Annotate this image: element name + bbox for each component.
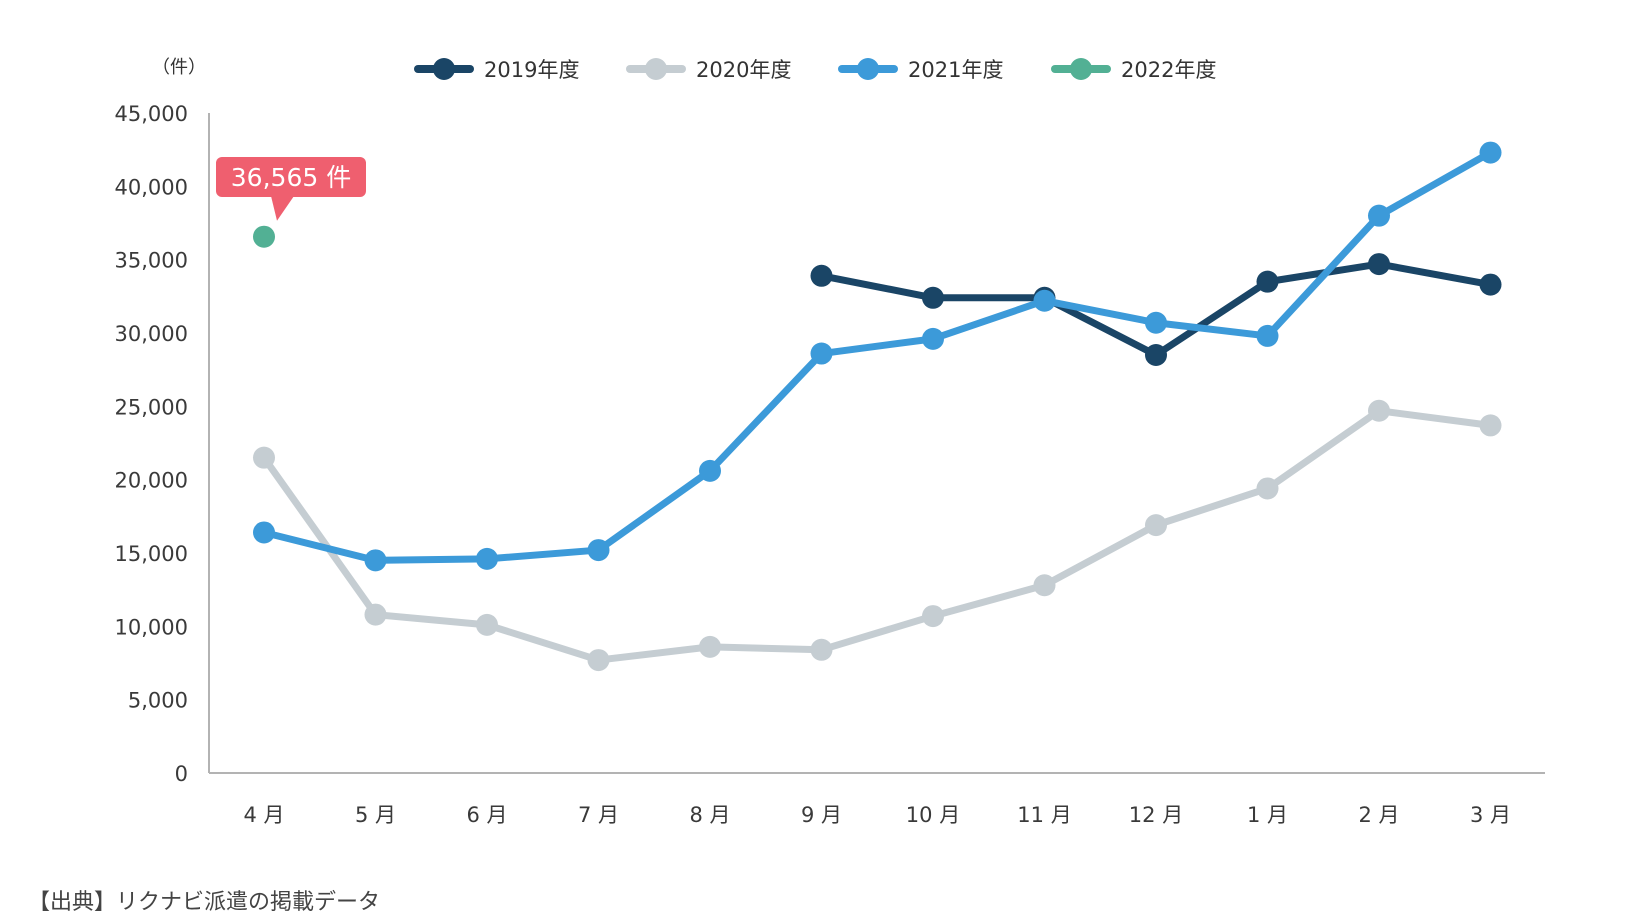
- legend-label: 2021年度: [908, 58, 1003, 82]
- x-tick-label: 11 月: [1017, 803, 1071, 827]
- data-point: [253, 446, 275, 469]
- data-point: [699, 459, 721, 482]
- data-point: [1368, 253, 1390, 276]
- data-point: [1256, 477, 1279, 500]
- series-line: [260, 149, 1494, 564]
- data-point: [1256, 324, 1279, 347]
- data-point: [922, 286, 944, 309]
- data-point: [1479, 414, 1502, 437]
- series-2021年度: [253, 141, 1502, 572]
- y-tick-label: 0: [175, 762, 188, 786]
- axes: 0 5,000 10,000 15,000 20,000 25,000 30,000 35,0…: [115, 102, 1545, 827]
- x-tick-label: 4 月: [243, 803, 284, 827]
- x-tick-label: 2 月: [1358, 803, 1399, 827]
- legend-label: 2022年度: [1121, 58, 1216, 82]
- data-point: [476, 613, 498, 636]
- x-tick-label: 7 月: [578, 803, 619, 827]
- y-axis-unit-label: （件）: [152, 57, 206, 78]
- data-point: [1145, 344, 1167, 366]
- data-point: [587, 539, 610, 562]
- y-tick-label: 30,000: [115, 322, 188, 346]
- data-point: [1033, 574, 1056, 597]
- legend-label: 2019年度: [484, 58, 579, 82]
- legend-swatch-marker: [1070, 58, 1092, 80]
- x-tick-label: 12 月: [1129, 803, 1183, 827]
- data-point: [364, 549, 387, 572]
- x-tick-label: 6 月: [466, 803, 507, 827]
- legend-item: 2022年度: [1051, 58, 1216, 82]
- y-tick-label: 45,000: [115, 102, 188, 126]
- data-point: [810, 342, 833, 365]
- series-line: [260, 407, 1494, 664]
- legend-swatch-marker: [645, 58, 667, 80]
- callout-pointer: [271, 196, 294, 221]
- annotation-layer: 36,565 件: [216, 157, 366, 221]
- data-point: [1479, 273, 1502, 296]
- data-point: [1145, 311, 1167, 334]
- data-point: [699, 635, 721, 658]
- data-point: [587, 649, 610, 672]
- series-2020年度: [253, 399, 1502, 672]
- legend-item: 2021年度: [838, 58, 1003, 82]
- y-tick-label: 15,000: [115, 542, 188, 566]
- y-tick-label: 10,000: [115, 615, 188, 639]
- data-point: [810, 264, 833, 287]
- x-tick-label: 3 月: [1470, 803, 1511, 827]
- y-tick-label: 20,000: [115, 469, 188, 493]
- data-point: [922, 605, 944, 628]
- legend-label: 2020年度: [696, 58, 791, 82]
- legend-item: 2019年度: [414, 58, 579, 82]
- data-point: [1033, 289, 1056, 312]
- legend-item: 2020年度: [626, 58, 791, 82]
- x-tick-label: 10 月: [906, 803, 960, 827]
- x-tick-label: 5 月: [355, 803, 396, 827]
- data-point: [922, 327, 944, 350]
- series-layer: [253, 141, 1502, 672]
- data-point: [1256, 270, 1279, 293]
- data-point: [1368, 204, 1390, 227]
- series-2022年度: [253, 225, 275, 248]
- data-point: [364, 603, 387, 626]
- data-point: [1479, 141, 1502, 164]
- y-tick-label: 5,000: [128, 689, 188, 713]
- series-2019年度: [810, 253, 1502, 366]
- legend-swatch-marker: [433, 58, 455, 80]
- data-point: [476, 547, 498, 570]
- data-point: [1145, 514, 1167, 537]
- callout-box: [216, 157, 366, 197]
- data-point: [810, 638, 833, 661]
- x-tick-label: 1 月: [1247, 803, 1288, 827]
- data-point: [1368, 399, 1390, 422]
- x-tick-label: 8 月: [689, 803, 730, 827]
- callout-label: 36,565 件: [231, 163, 351, 192]
- legend-swatch-marker: [857, 58, 879, 80]
- source-note: 【出典】リクナビ派遣の掲載データ: [28, 890, 381, 915]
- x-tick-label: 9 月: [801, 803, 842, 827]
- data-point: [253, 225, 275, 248]
- y-tick-label: 25,000: [115, 395, 188, 419]
- legend: 2019年度 2020年度 2021年度 2022年度: [414, 58, 1216, 82]
- data-point: [253, 521, 275, 544]
- y-tick-label: 40,000: [115, 175, 188, 199]
- y-tick-label: 35,000: [115, 249, 188, 273]
